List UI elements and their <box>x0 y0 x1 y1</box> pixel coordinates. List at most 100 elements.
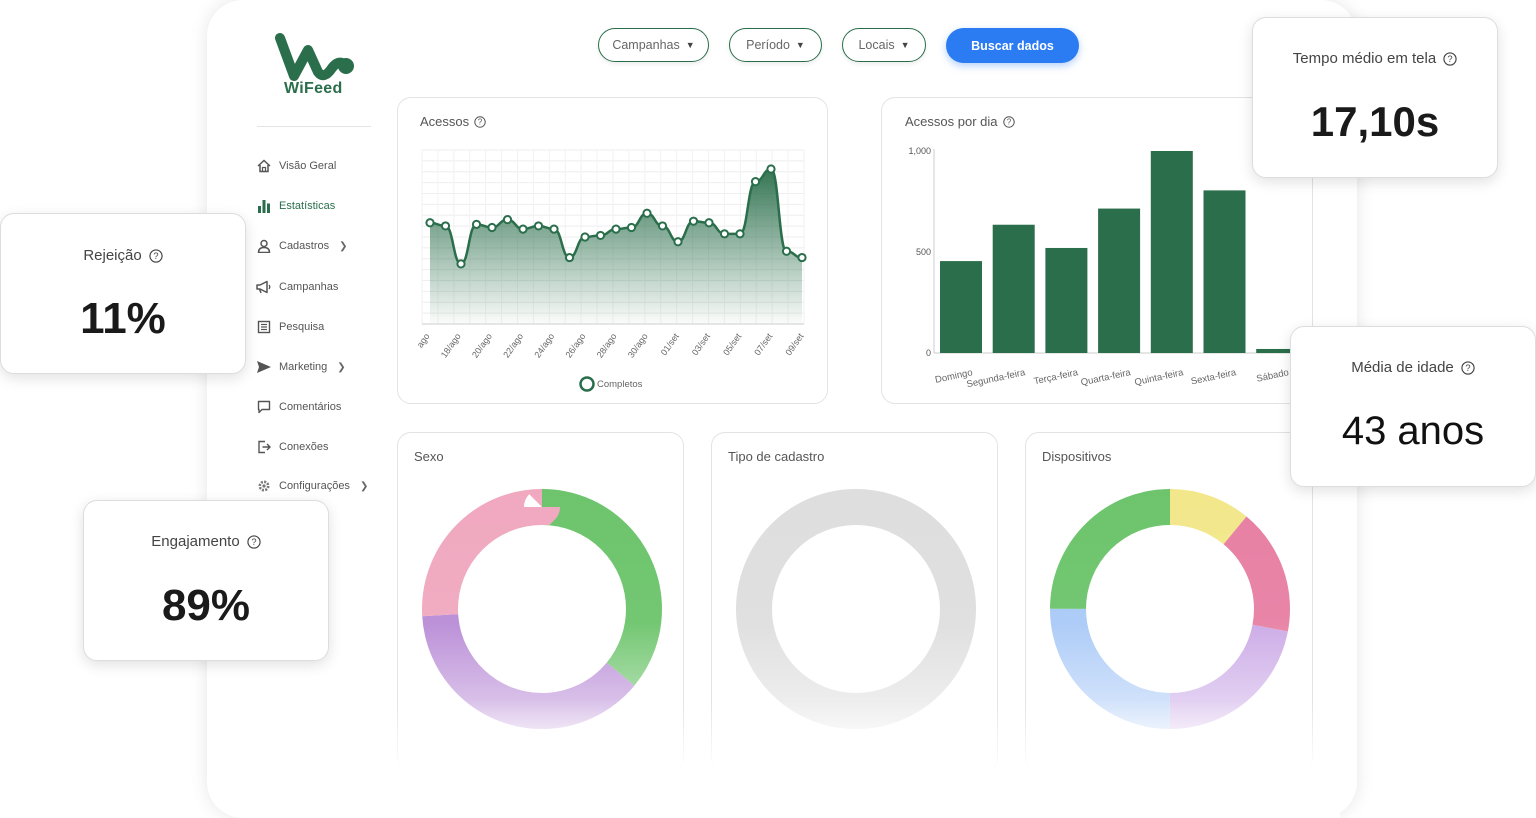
brand-name: WiFeed <box>284 80 343 97</box>
dispositivos-card: Dispositivos <box>1025 432 1313 772</box>
sidebar-item-conexoes[interactable]: Conexões <box>256 436 329 458</box>
engajamento-value: 89% <box>161 581 251 630</box>
sexo-title: Sexo <box>414 449 444 464</box>
data-point <box>533 221 544 231</box>
help-icon[interactable]: ? <box>1461 360 1475 375</box>
x-tick-label: 03/set <box>690 331 713 357</box>
sidebar-item-cadastros[interactable]: Cadastros ❯ <box>256 235 348 257</box>
send-icon <box>256 359 272 375</box>
help-icon[interactable]: ? <box>149 248 163 263</box>
engajamento-header: Engajamento ? <box>84 533 328 550</box>
x-tick-label: Sexta-feira <box>1190 367 1238 387</box>
data-point <box>502 215 513 225</box>
bar <box>1203 190 1246 353</box>
tipo-cadastro-title: Tipo de cadastro <box>728 449 825 464</box>
data-point <box>719 229 730 239</box>
x-tick-label: Sábado <box>1255 367 1289 385</box>
gear-icon <box>256 478 272 494</box>
bar <box>1045 247 1088 353</box>
bar <box>992 224 1035 353</box>
data-point <box>657 221 668 231</box>
help-icon[interactable]: ? <box>474 115 486 128</box>
media-idade-header: Média de idade ? <box>1291 359 1535 376</box>
acessos-por-dia-title: Acessos por dia <box>905 114 998 129</box>
rejeicao-card: Rejeição ? 11% <box>0 213 246 374</box>
sexo-donut-chart <box>404 471 680 747</box>
data-point <box>735 229 745 239</box>
acessos-area-chart: ago 18/ago 20/ago 22/ago 24/ago 26/ago 28/ago 3… <box>415 149 807 392</box>
x-tick-label: 24/ago <box>532 331 556 359</box>
chevron-down-icon: ▼ <box>795 40 805 50</box>
x-tick-label: 28/ago <box>595 331 619 359</box>
sidebar-item-visao-geral[interactable]: Visão Geral <box>256 155 336 177</box>
tempo-medio-value: 17,10s <box>1310 98 1440 145</box>
acessos-por-dia-card-header: Acessos por dia ? <box>905 114 1015 129</box>
x-tick-label: 05/set <box>721 331 744 357</box>
bar <box>1098 208 1141 353</box>
x-tick-label: 20/ago <box>470 331 494 359</box>
sidebar-item-label: Visão Geral <box>279 160 337 172</box>
sidebar-item-estatisticas[interactable]: Estatísticas <box>256 195 335 217</box>
svg-text:?: ? <box>153 251 158 261</box>
tipo-cadastro-donut-chart <box>718 471 994 747</box>
data-point <box>564 252 575 263</box>
bar <box>1150 151 1193 353</box>
locais-dropdown[interactable]: Locais ▼ <box>842 28 926 62</box>
rejeicao-label: Rejeição <box>83 247 142 264</box>
data-point <box>487 222 497 233</box>
dispositivos-title: Dispositivos <box>1042 449 1112 464</box>
help-icon[interactable]: ? <box>1443 51 1457 66</box>
x-tick-label: 07/set <box>752 331 775 357</box>
x-tick-label: 09/set <box>783 331 806 357</box>
sidebar-item-label: Cadastros <box>279 240 330 252</box>
help-icon[interactable]: ? <box>1002 115 1015 128</box>
rejeicao-header: Rejeição ? <box>1 247 245 264</box>
sidebar-divider <box>257 126 371 127</box>
data-point <box>471 219 482 229</box>
engajamento-label: Engajamento <box>151 533 240 550</box>
tempo-medio-card: Tempo médio em tela ? 17,10s <box>1252 17 1498 178</box>
media-idade-value: 43 anos <box>1341 409 1485 453</box>
chevron-down-icon: ▼ <box>685 40 695 50</box>
legend-completos: Completos <box>597 379 643 390</box>
help-icon[interactable]: ? <box>247 534 261 549</box>
periodo-dropdown-label: Período <box>746 38 790 52</box>
svg-text:?: ? <box>1448 54 1453 64</box>
acessos-card-header: Acessos ? <box>420 114 486 129</box>
data-point <box>704 218 714 228</box>
chevron-down-icon: ▼ <box>900 40 910 50</box>
sidebar-item-pesquisa[interactable]: Pesquisa <box>256 316 324 338</box>
sidebar-item-marketing[interactable]: Marketing ❯ <box>256 356 346 378</box>
legend-marker <box>579 376 595 392</box>
data-point <box>518 224 528 234</box>
x-tick-label: ago <box>415 331 432 349</box>
sidebar-item-campanhas[interactable]: Campanhas <box>256 276 338 298</box>
sidebar-item-label: Conexões <box>279 441 329 453</box>
bar-chart-icon <box>256 198 272 214</box>
sidebar-item-configuracoes[interactable]: Configurações ❯ <box>256 475 368 497</box>
x-tick-label: Terça-feira <box>1033 367 1080 387</box>
media-idade-card: Média de idade ? 43 anos <box>1290 326 1536 487</box>
bar <box>1256 348 1299 353</box>
data-point <box>688 216 699 226</box>
x-tick-label: Quinta-feira <box>1134 367 1186 388</box>
data-point <box>642 208 652 218</box>
comment-icon <box>256 399 272 415</box>
donut-fade <box>1032 471 1308 747</box>
locais-dropdown-label: Locais <box>858 38 895 52</box>
data-point <box>750 177 761 187</box>
acessos-por-dia-card: Acessos por dia ? 0 500 1,000 Domingo Segund… <box>881 97 1313 404</box>
svg-text:?: ? <box>1006 117 1011 126</box>
data-point <box>611 224 621 234</box>
data-point <box>580 232 590 242</box>
buscar-dados-button[interactable]: Buscar dados <box>946 28 1079 63</box>
x-tick-label: Quarta-feira <box>1080 367 1133 388</box>
chevron-right-icon: ❯ <box>337 361 346 373</box>
campanhas-dropdown[interactable]: Campanhas ▼ <box>598 28 709 62</box>
sexo-card: Sexo <box>397 432 684 772</box>
data-point <box>781 246 792 256</box>
donut-fade <box>404 471 680 747</box>
periodo-dropdown[interactable]: Período ▼ <box>729 28 822 62</box>
sidebar-item-comentarios[interactable]: Comentários <box>256 396 341 418</box>
